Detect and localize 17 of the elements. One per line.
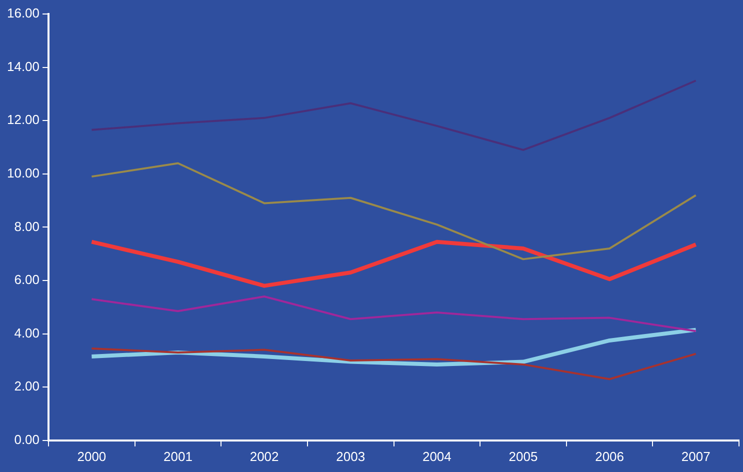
y-tick-label: 6.00 bbox=[14, 272, 40, 288]
y-tick-label: 10.00 bbox=[6, 165, 40, 180]
y-tick-label: 0.00 bbox=[14, 432, 40, 447]
y-tick-label: 2.00 bbox=[14, 378, 40, 394]
x-tick-label: 2002 bbox=[250, 448, 279, 464]
y-tick-label: 4.00 bbox=[14, 325, 40, 340]
x-tick-label: 2006 bbox=[595, 448, 624, 464]
y-tick-label: 8.00 bbox=[14, 218, 40, 234]
x-tick-label: 2001 bbox=[164, 448, 192, 464]
y-tick-label: 16.00 bbox=[6, 6, 40, 21]
x-tick-label: 2000 bbox=[77, 448, 106, 464]
y-tick-label: 14.00 bbox=[6, 58, 40, 74]
x-tick-label: 2003 bbox=[336, 448, 366, 464]
x-tick-label: 2005 bbox=[508, 448, 538, 464]
x-tick-label: 2004 bbox=[422, 448, 452, 464]
y-tick-label: 12.00 bbox=[6, 112, 40, 128]
x-tick-label: 2007 bbox=[681, 448, 710, 464]
